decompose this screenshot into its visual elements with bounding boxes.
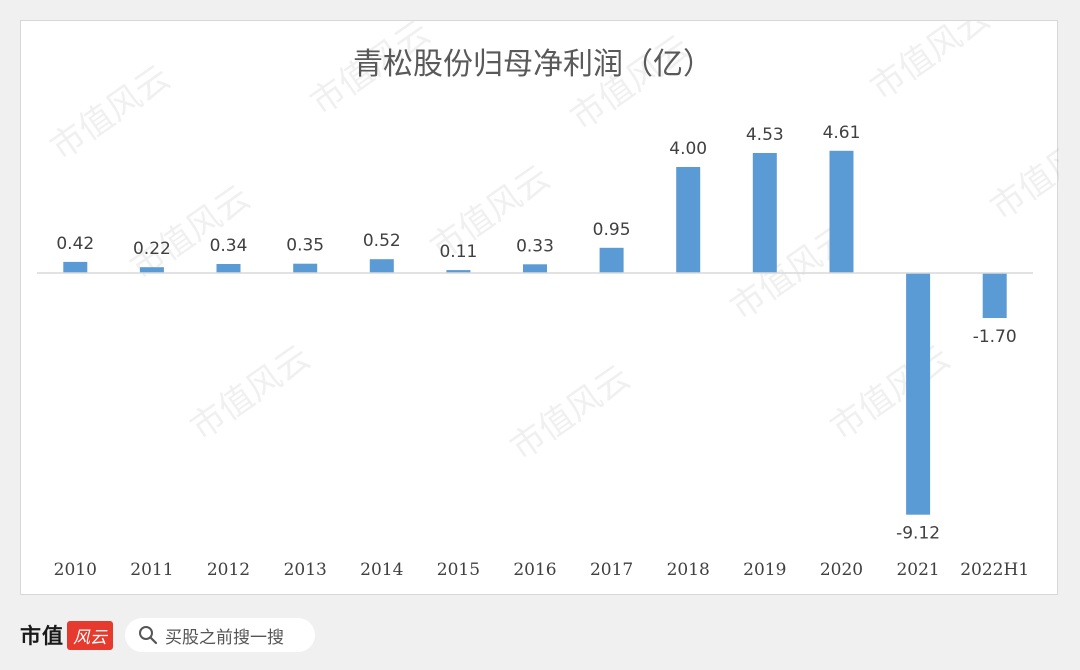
value-label-2010: 0.42 <box>56 234 94 254</box>
value-label-2019: 4.53 <box>746 125 784 145</box>
bar-2010 <box>63 261 88 273</box>
value-label-2021: -9.12 <box>896 524 940 544</box>
brand-badge: 风云 <box>67 620 113 650</box>
x-tick-label-2010: 2010 <box>54 560 97 580</box>
search-placeholder: 买股之前搜一搜 <box>165 627 284 648</box>
bar-2017 <box>599 247 624 273</box>
bar-2011 <box>139 267 164 273</box>
bar-2016 <box>523 264 547 273</box>
bar-2019 <box>752 153 777 273</box>
tick-labels-group: 2010 2011 2012 2013 2014 2015 2016 2017 2018 2019… <box>54 560 1029 580</box>
bar-2022H1 <box>982 273 1007 318</box>
value-label-2012: 0.34 <box>210 236 248 256</box>
x-tick-label-2015: 2015 <box>437 560 480 580</box>
brand-name: 市值 <box>20 623 64 648</box>
x-tick-label-2012: 2012 <box>207 560 250 580</box>
watermark-text: 市值风云 <box>43 58 177 169</box>
x-tick-label-2014: 2014 <box>360 560 403 580</box>
chart-card: 市值风云 市值风云 市值风云 市值风云 市值风云 市值风云 市值风云 市值风云 市值风云 市值风云… <box>20 20 1059 595</box>
bar-2013 <box>293 263 318 273</box>
bar-2012 <box>216 264 241 273</box>
watermark-text: 市值风云 <box>823 338 957 449</box>
watermark-text: 市值风云 <box>983 118 1059 229</box>
bar-2014 <box>369 259 394 273</box>
footer: 市值 风云 买股之前搜一搜 <box>20 615 315 655</box>
watermark-text: 市值风云 <box>863 21 997 108</box>
watermark-text: 市值风云 <box>563 28 697 139</box>
value-label-2015: 0.11 <box>439 242 477 262</box>
value-label-2017: 0.95 <box>593 220 631 240</box>
value-label-2018: 4.00 <box>669 139 707 159</box>
x-tick-label-2011: 2011 <box>130 560 173 580</box>
value-label-2020: 4.61 <box>823 123 861 143</box>
bar-2021 <box>906 273 931 515</box>
x-tick-label-2019: 2019 <box>743 560 786 580</box>
x-tick-label-2022H1: 2022H1 <box>960 560 1029 580</box>
bar-2015 <box>446 270 471 273</box>
x-tick-label-2020: 2020 <box>820 560 863 580</box>
x-tick-label-2017: 2017 <box>590 560 633 580</box>
brand-logo: 市值 风云 <box>20 615 113 655</box>
value-label-2013: 0.35 <box>286 236 324 256</box>
value-label-2016: 0.33 <box>516 236 554 256</box>
watermark-text: 市值风云 <box>183 338 317 449</box>
value-labels-group: 0.42 0.22 0.34 0.35 0.52 0.11 0.33 0.95 4.00 4.53… <box>56 123 1016 544</box>
chart-title: 青松股份归母净利润（亿） <box>353 47 713 82</box>
x-tick-label-2018: 2018 <box>667 560 710 580</box>
x-tick-label-2016: 2016 <box>513 560 556 580</box>
search-icon <box>135 622 161 648</box>
bar-2020 <box>829 150 854 273</box>
x-tick-label-2013: 2013 <box>284 560 327 580</box>
value-label-2022H1: -1.70 <box>973 327 1017 347</box>
watermark-text: 市值风云 <box>503 358 637 469</box>
bar-2018 <box>676 167 701 273</box>
bars-group <box>63 150 1007 515</box>
value-label-2014: 0.52 <box>363 231 401 251</box>
x-tick-label-2021: 2021 <box>896 560 939 580</box>
value-label-2011: 0.22 <box>133 239 171 259</box>
search-box[interactable]: 买股之前搜一搜 <box>125 618 315 652</box>
